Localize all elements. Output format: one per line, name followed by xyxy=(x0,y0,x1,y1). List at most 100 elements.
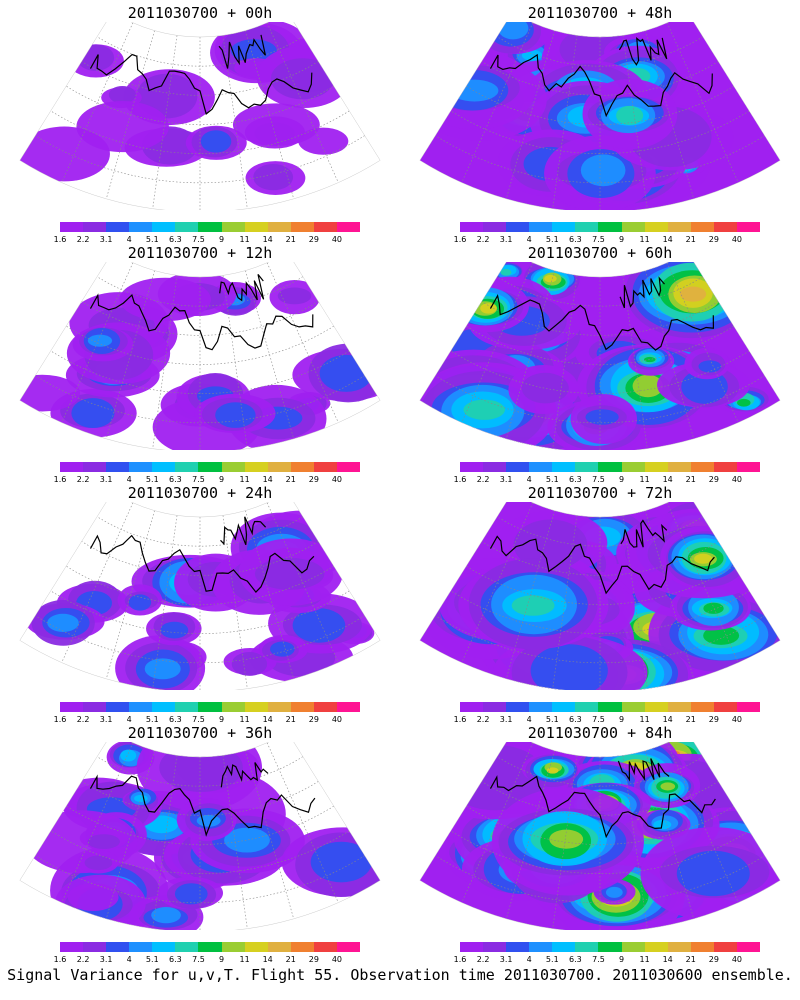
map-border xyxy=(419,22,781,210)
latitude-line xyxy=(435,135,765,184)
colorbar-label: 40 xyxy=(731,715,743,724)
latitude-line xyxy=(35,615,365,664)
variance-blob xyxy=(549,829,584,849)
colorbar-label: 14 xyxy=(262,475,273,484)
colorbar-labels: 1.6 2.2 3.1 4 5.1 6.3 7.5 9 11 14 21 29 40 xyxy=(454,955,760,965)
variance-blob xyxy=(632,374,664,398)
colorbar-swatch xyxy=(460,222,484,232)
colorbar-swatch xyxy=(244,702,268,712)
colorbar-label: 21 xyxy=(285,715,296,724)
colorbar-swatch xyxy=(336,222,361,232)
variance-blob xyxy=(200,130,232,153)
variance-blob xyxy=(67,883,119,912)
colorbar-label: 7.5 xyxy=(192,475,205,484)
colorbar-swatch xyxy=(552,702,576,712)
latitude-line xyxy=(50,110,350,154)
colorbar-label: 11 xyxy=(639,715,650,724)
colorbar-label: 14 xyxy=(662,235,673,244)
colorbar-swatch xyxy=(244,462,268,472)
coastline xyxy=(489,293,715,351)
colorbar-swatch xyxy=(736,942,761,952)
colorbar-label: 11 xyxy=(239,235,250,244)
colorbar-label: 1.6 xyxy=(53,715,67,724)
longitude-line xyxy=(152,35,178,209)
colorbar-label: 5.1 xyxy=(145,955,159,964)
longitude-line xyxy=(222,35,248,209)
colorbar-label: 29 xyxy=(708,235,719,244)
colorbar-label: 3.1 xyxy=(499,475,513,484)
longitude-line xyxy=(152,755,178,929)
variance-blob xyxy=(108,85,136,104)
forecast-panel-12h: 2011030700 + 12h 1.6 2.2 3.1 4 5.1 6.3 7.5 9 11 1… xyxy=(0,240,400,484)
colorbar-swatch xyxy=(621,462,645,472)
colorbar-label: 29 xyxy=(308,955,319,964)
colorbar-swatch xyxy=(506,942,530,952)
panel-title: 2011030700 + 84h xyxy=(527,724,673,742)
colorbar-swatch xyxy=(529,942,553,952)
colorbar-swatch xyxy=(713,942,737,952)
colorbar-swatch xyxy=(198,462,222,472)
colorbar-swatch xyxy=(152,702,176,712)
colorbar-labels: 1.6 2.2 3.1 4 5.1 6.3 7.5 9 11 14 21 29 40 xyxy=(454,715,760,725)
longitude-line xyxy=(266,742,339,903)
latitude-line xyxy=(96,756,304,787)
colorbar-label: 6.3 xyxy=(169,715,182,724)
panel-title: 2011030700 + 12h xyxy=(127,244,273,262)
colorbar-swatch xyxy=(598,462,622,472)
variance-field xyxy=(419,742,781,930)
map-border xyxy=(19,502,381,690)
map-border xyxy=(19,742,381,930)
panel-title: 2011030700 + 24h xyxy=(127,484,273,502)
variance-blob xyxy=(500,269,512,276)
colorbar-label: 5.1 xyxy=(545,475,559,484)
longitude-line xyxy=(666,502,739,663)
latitude-line xyxy=(450,830,750,874)
colorbar-swatch xyxy=(175,942,199,952)
colorbar xyxy=(60,942,361,952)
coastline xyxy=(618,37,668,66)
colorbar-label: 7.5 xyxy=(192,955,205,964)
variance-blob xyxy=(703,602,724,614)
variance-blob xyxy=(544,274,557,283)
colorbar-label: 3.1 xyxy=(499,955,513,964)
colorbar-label: 4 xyxy=(126,235,132,244)
colorbar-label: 4 xyxy=(526,235,532,244)
latitude-line xyxy=(435,855,765,904)
colorbar-label: 29 xyxy=(308,235,319,244)
longitude-line xyxy=(222,275,248,449)
colorbar-label: 2.2 xyxy=(76,715,90,724)
longitude-line xyxy=(61,502,134,663)
colorbar-swatch xyxy=(198,702,222,712)
latitude-line xyxy=(96,516,304,547)
variance-blob xyxy=(84,855,113,871)
variance-blob xyxy=(450,79,499,102)
map-border xyxy=(419,742,781,930)
colorbar-swatch xyxy=(60,942,84,952)
colorbar-label: 2.2 xyxy=(76,235,90,244)
colorbar-label: 6.3 xyxy=(169,955,182,964)
colorbar-label: 21 xyxy=(685,475,696,484)
colorbar-label: 5.1 xyxy=(545,955,559,964)
coastline xyxy=(489,535,715,595)
colorbar-label: 29 xyxy=(708,715,719,724)
colorbar-label: 3.1 xyxy=(99,475,113,484)
colorbar-swatch xyxy=(506,222,530,232)
colorbar-swatch xyxy=(506,702,530,712)
map-border xyxy=(19,262,381,450)
colorbar-swatch xyxy=(83,942,107,952)
longitude-line xyxy=(645,30,695,199)
colorbar-label: 5.1 xyxy=(145,475,159,484)
longitude-line xyxy=(552,35,578,209)
coastline xyxy=(220,762,269,788)
variance-field xyxy=(19,262,381,450)
colorbar xyxy=(460,702,761,712)
colorbar-swatch xyxy=(336,462,361,472)
colorbar-swatch xyxy=(313,222,337,232)
colorbar-label: 2.2 xyxy=(476,715,490,724)
coastline xyxy=(220,516,267,546)
longitude-line xyxy=(152,275,178,449)
coastline xyxy=(89,53,313,115)
colorbar-swatch xyxy=(152,942,176,952)
longitude-line xyxy=(266,262,339,423)
latitude-line xyxy=(496,276,704,307)
